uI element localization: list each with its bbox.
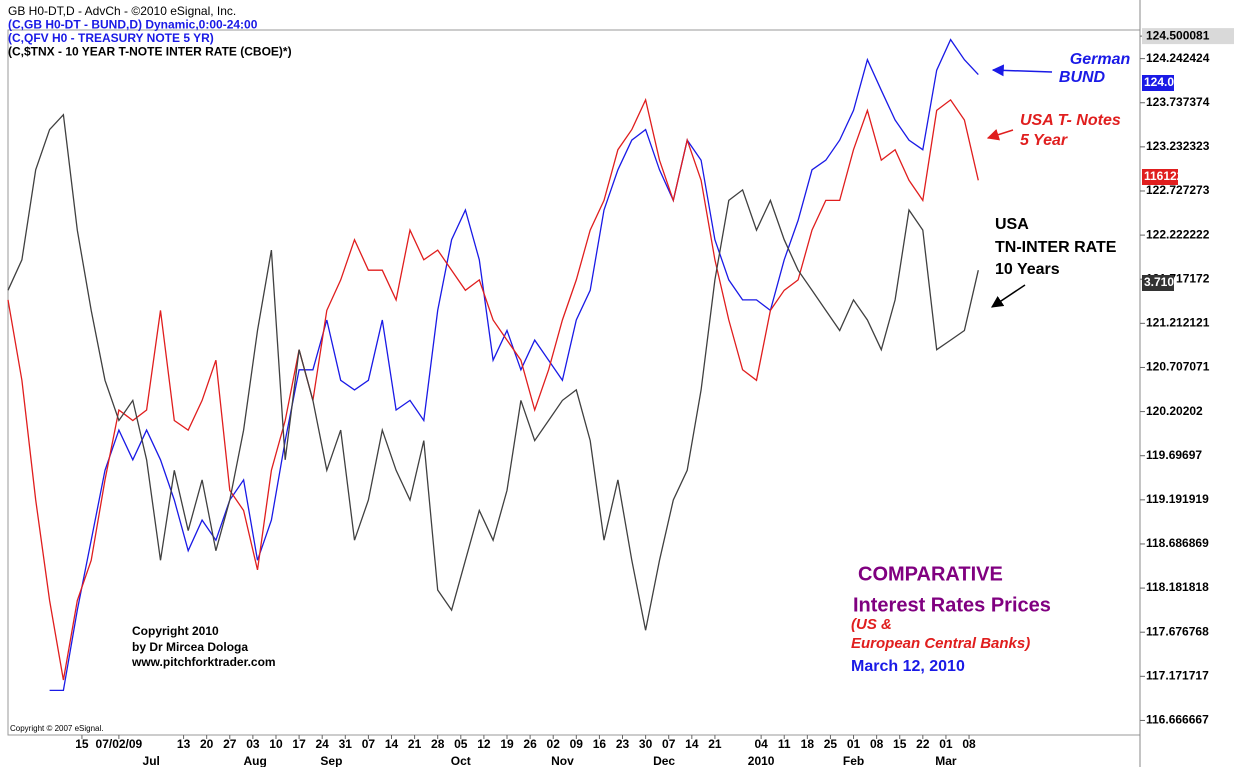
series-group [7, 38, 979, 692]
x-tick-label: 12 [477, 737, 491, 751]
month-label: Oct [451, 754, 471, 767]
label-tnx: USA [995, 216, 1029, 233]
x-tick-label: 01 [939, 737, 953, 751]
x-tick-label: 31 [339, 737, 353, 751]
x-tick-label: 30 [639, 737, 653, 751]
y-tick-label: 122.222222 [1146, 227, 1210, 241]
x-tick-label: 16 [593, 737, 607, 751]
y-tick-label: 119.191919 [1146, 492, 1209, 506]
month-label: Aug [244, 754, 267, 767]
y-tick-label: 123.737374 [1146, 95, 1210, 109]
x-tick-label: 24 [316, 737, 330, 751]
y-tick-label: 124.242424 [1146, 51, 1210, 65]
label-tnotes: 5 Year [1020, 132, 1068, 149]
x-tick-label: 21 [408, 737, 422, 751]
label-bund: German [1070, 51, 1131, 68]
title: COMPARATIVE [858, 563, 1003, 585]
y-tick-label: 117.171717 [1146, 668, 1209, 682]
x-tick-label: 11 [778, 737, 791, 751]
y-tick-highlight [1142, 28, 1234, 45]
month-label: Nov [551, 754, 574, 767]
header: GB H0-DT,D - AdvCh - ©2010 eSignal, Inc.… [8, 4, 292, 59]
y-tick-label: 121.212121 [1146, 316, 1210, 330]
y-tick-label: 122.727273 [1146, 183, 1210, 197]
x-tick-label: 26 [523, 737, 537, 751]
y-tick-label: 119.69697 [1146, 448, 1202, 462]
label-tnx: TN-INTER RATE [995, 239, 1117, 256]
x-tick-label: 15 [893, 737, 907, 751]
x-tick-label: 10 [269, 737, 283, 751]
x-tick-label: 14 [385, 737, 399, 751]
x-tick-label: 07 [662, 737, 676, 751]
last-value-label: 124.00 [1144, 75, 1181, 89]
arrow [991, 64, 1053, 77]
x-tick-label: 08 [870, 737, 884, 751]
subtitle: European Central Banks) [851, 635, 1030, 652]
x-tick-label: 07/02/09 [96, 737, 143, 751]
x-tick-label: 04 [754, 737, 768, 751]
x-tick-label: 28 [431, 737, 445, 751]
arrow [986, 128, 1014, 141]
date-label: March 12, 2010 [851, 658, 965, 675]
month-label: Mar [935, 754, 957, 767]
y-tick-label: 123.232323 [1146, 139, 1210, 153]
y-tick-label: 117.676768 [1146, 624, 1209, 638]
x-tick-label: 17 [292, 737, 306, 751]
x-tick-label: 25 [824, 737, 838, 751]
subtitle: (US & [851, 616, 892, 633]
last-value-tag [1142, 169, 1178, 185]
month-label: Sep [320, 754, 342, 767]
annotations: German BUND USA T- Notes 5 Year USA TN-I… [10, 51, 1130, 733]
month-label: Jul [143, 754, 160, 767]
x-tick-label: 19 [500, 737, 514, 751]
x-tick-label: 23 [616, 737, 630, 751]
last-value-label: 116122 [1144, 169, 1184, 183]
header-line: GB H0-DT,D - AdvCh - ©2010 eSignal, Inc. [8, 4, 236, 18]
label-tnotes: USA T- Notes [1020, 112, 1121, 129]
y-tick-label: 118.181818 [1146, 580, 1209, 594]
y-tick-label: 124.500081 [1146, 28, 1210, 42]
x-tick-label: 05 [454, 737, 468, 751]
x-tick-label: 07 [362, 737, 376, 751]
x-tick-label: 13 [177, 737, 191, 751]
copyright: Copyright 2010 [132, 624, 219, 638]
x-tick-label: 22 [916, 737, 930, 751]
x-tick-label: 03 [246, 737, 260, 751]
header-line: (C,QFV H0 - TREASURY NOTE 5 YR) [8, 31, 214, 45]
y-tick-label: 116.666667 [1146, 713, 1209, 727]
x-tick-label: 09 [570, 737, 584, 751]
last-value-tag [1142, 275, 1174, 291]
x-tick-label: 21 [708, 737, 722, 751]
label-bund: BUND [1059, 69, 1106, 86]
x-tick-label: 02 [547, 737, 561, 751]
x-tick-label: 27 [223, 737, 237, 751]
copyright: www.pitchforktrader.com [131, 655, 276, 669]
label-tnx: 10 Years [995, 261, 1060, 278]
header-line: (C,$TNX - 10 YEAR T-NOTE INTER RATE (CBO… [8, 45, 292, 59]
esignal-copyright: Copyright © 2007 eSignal. [10, 724, 104, 733]
x-tick-label: 18 [801, 737, 815, 751]
y-tick-label: 120.20202 [1146, 404, 1203, 418]
month-label: Dec [653, 754, 675, 767]
x-tick-label: 15 [75, 737, 89, 751]
copyright: by Dr Mircea Dologa [132, 640, 248, 654]
header-line: (C,GB H0-DT - BUND,D) Dynamic,0:00-24:00 [8, 18, 258, 32]
y-tick-label: 118.686869 [1146, 536, 1209, 550]
x-tick-label: 20 [200, 737, 214, 751]
title: Interest Rates Prices [853, 594, 1051, 616]
x-tick-label: 08 [962, 737, 976, 751]
x-tick-label: 01 [847, 737, 861, 751]
month-label: 2010 [748, 754, 775, 767]
month-label: Feb [843, 754, 864, 767]
series-line [7, 97, 979, 681]
series-line [7, 113, 979, 631]
last-value-label: 3.710 [1144, 275, 1174, 289]
y-tick-label: 120.707071 [1146, 360, 1210, 374]
arrow [991, 284, 1026, 308]
last-value-tag [1142, 75, 1174, 91]
x-tick-label: 14 [685, 737, 699, 751]
axis-group: 124.500081 124.242424 123.737374 123.232323… [75, 28, 1234, 767]
